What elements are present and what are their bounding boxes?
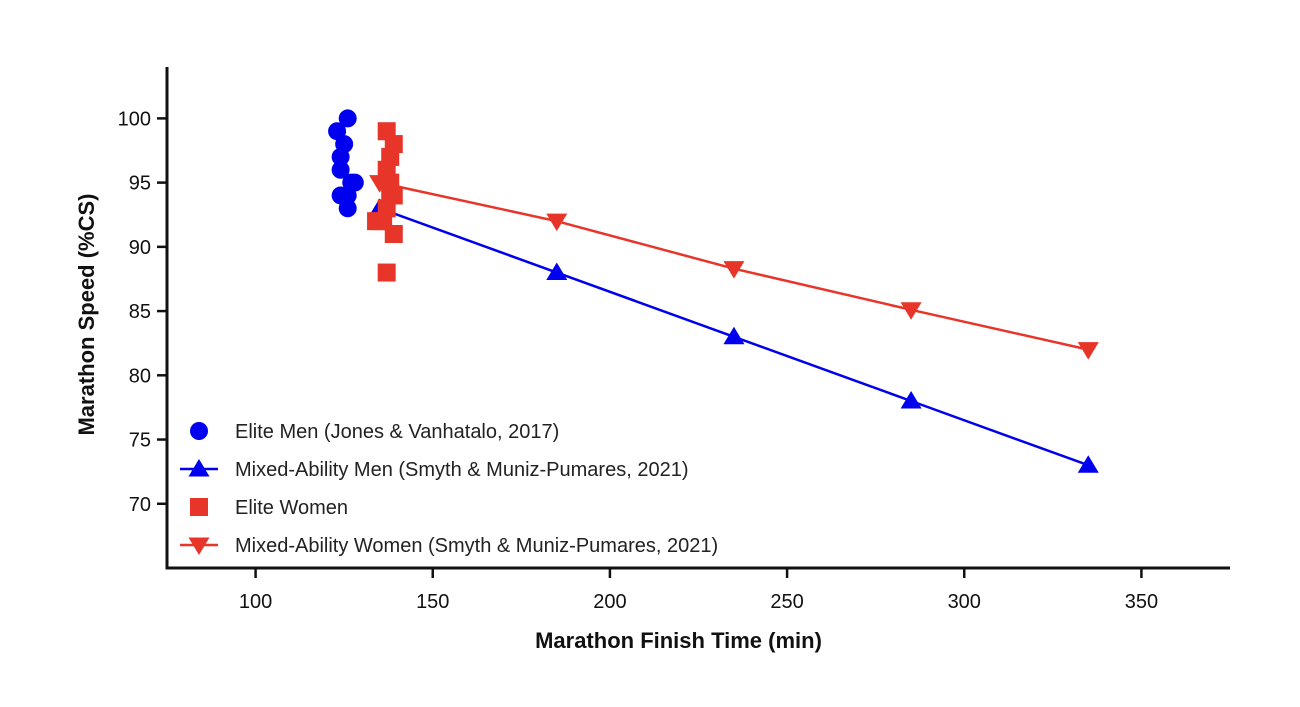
legend: Elite Men (Jones & Vanhatalo, 2017) Mixed…	[180, 421, 718, 557]
y-tick-label: 95	[129, 173, 151, 195]
legend-label: Elite Men (Jones & Vanhatalo, 2017)	[235, 421, 559, 443]
data-point	[328, 122, 347, 141]
x-tick-label: 300	[948, 591, 981, 613]
y-tick-label: 70	[129, 494, 151, 516]
legend-label: Mixed-Ability Women (Smyth & Muniz-Pumar…	[235, 535, 718, 557]
x-axis-title: Marathon Finish Time (min)	[535, 628, 822, 653]
data-point	[369, 175, 391, 193]
legend-marker	[188, 459, 210, 477]
legend-item: Elite Women	[190, 497, 348, 519]
data-point	[900, 391, 922, 409]
y-tick-label: 85	[129, 301, 151, 323]
data-point	[338, 199, 357, 218]
x-tick-label: 100	[239, 591, 272, 613]
x-tick-label: 150	[416, 591, 449, 613]
data-point	[723, 261, 745, 279]
y-tick-label: 75	[129, 430, 151, 452]
series-square	[367, 122, 403, 282]
data-point	[338, 109, 357, 128]
legend-item: Mixed-Ability Men (Smyth & Muniz-Pumares…	[180, 459, 688, 481]
legend-marker	[190, 422, 208, 440]
x-tick-label: 350	[1125, 591, 1158, 613]
data-point	[331, 147, 350, 166]
data-point	[723, 326, 745, 345]
legend-item: Elite Men (Jones & Vanhatalo, 2017)	[190, 421, 559, 443]
series-circle	[328, 109, 364, 218]
data-point	[1077, 342, 1099, 360]
series-triangle-down	[369, 175, 1099, 360]
legend-label: Elite Women	[235, 497, 348, 519]
series-triangle-up	[369, 198, 1099, 473]
y-tick-label: 90	[129, 237, 151, 259]
data-point	[546, 213, 568, 232]
legend-marker	[188, 537, 210, 555]
x-tick-label: 250	[770, 591, 803, 613]
data-point	[331, 160, 350, 179]
y-tick-label: 100	[118, 108, 151, 130]
y-tick-label: 80	[129, 365, 151, 387]
legend-marker	[190, 498, 208, 516]
axis-ticks: 100 150 200 250 300 350 70 75 80 85 90 95 100	[118, 108, 1158, 613]
y-axis-title: Marathon Speed (%CS)	[74, 193, 99, 435]
data-point	[384, 225, 403, 243]
data-point	[338, 186, 357, 205]
data-point	[900, 302, 922, 320]
data-point	[546, 262, 568, 281]
data-series	[328, 109, 1099, 473]
axes	[165, 67, 1230, 570]
legend-item: Mixed-Ability Women (Smyth & Muniz-Pumar…	[180, 535, 718, 557]
x-tick-label: 200	[593, 591, 626, 613]
legend-label: Mixed-Ability Men (Smyth & Muniz-Pumares…	[235, 459, 688, 481]
data-point	[1077, 455, 1099, 473]
data-point	[377, 263, 396, 282]
